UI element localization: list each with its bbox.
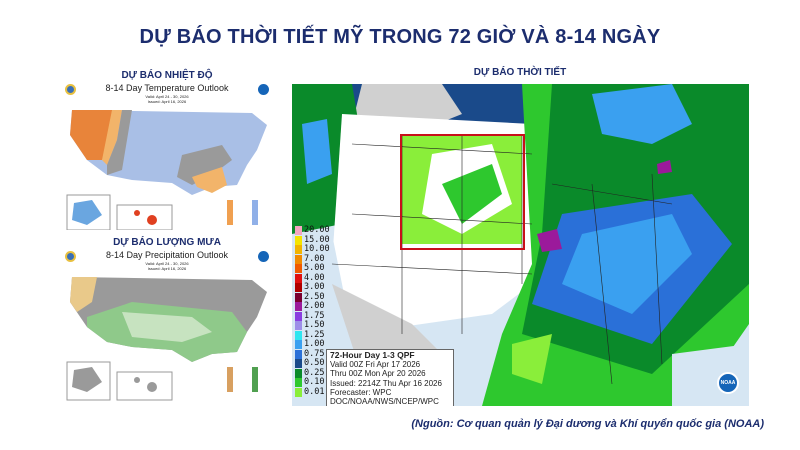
legend-item: 0.50 <box>295 358 330 369</box>
legend-label: 10.00 <box>304 244 330 254</box>
temperature-outlook-panel: DỰ BÁO NHIỆT ĐỘ 8-14 Day Temperature Out… <box>62 68 272 230</box>
info-title: 72-Hour Day 1-3 QPF <box>330 350 415 360</box>
legend-item: 3.00 <box>295 282 330 293</box>
temperature-map-title: 8-14 Day Temperature Outlook <box>105 83 229 93</box>
precipitation-map <box>66 277 270 401</box>
legend-swatch <box>295 387 302 397</box>
legend-label: 2.50 <box>304 291 325 302</box>
precipitation-map-title: 8-14 Day Precipitation Outlook <box>105 250 229 260</box>
legend-item: 2.50 <box>295 291 330 303</box>
noaa-cpc-logo-icon <box>65 84 76 95</box>
legend-swatch <box>295 302 302 312</box>
legend-item: 1.00 <box>295 339 330 350</box>
legend-label: 5.00 <box>304 263 325 273</box>
precipitation-valid: Valid: April 24 - 30, 2026 <box>145 261 189 266</box>
legend-item: 1.75 <box>295 310 330 322</box>
legend-swatch <box>295 292 302 302</box>
temperature-heading: DỰ BÁO NHIỆT ĐỘ <box>121 70 213 81</box>
legend-item: 10.00 <box>295 244 330 255</box>
legend-item: 4.00 <box>295 272 330 284</box>
info-valid: Valid 00Z Fri Apr 17 2026 <box>330 360 421 370</box>
temperature-valid: Valid: April 24 - 30, 2026 <box>145 94 189 99</box>
info-issued: Issued: 2214Z Thu Apr 16 2026 <box>330 378 442 388</box>
qpf-info-box: 72-Hour Day 1-3 QPF Valid 00Z Fri Apr 17… <box>326 349 454 406</box>
legend-item: 0.10 <box>295 377 330 388</box>
qpf-map: 20.00 15.00 10.00 7.00 5.00 4.00 3.00 2.50 2.00 1… <box>292 84 749 406</box>
legend-label: 7.00 <box>304 253 325 264</box>
precipitation-issued: Issued: April 16, 2026 <box>147 266 187 271</box>
legend-swatch <box>295 311 302 321</box>
legend-swatch <box>295 330 302 340</box>
legend-label: 0.75 <box>304 348 325 359</box>
noaa-cpc-logo-icon <box>65 251 76 262</box>
legend-label: 15.00 <box>304 234 330 245</box>
source-caption: (Nguồn: Cơ quan quản lý Đại dương và Khí… <box>411 418 764 430</box>
legend-item: 7.00 <box>295 253 330 265</box>
qpf-map-shapes <box>292 84 749 406</box>
legend-swatch <box>295 245 302 255</box>
legend-swatch <box>295 368 302 378</box>
legend-label: 20.00 <box>304 225 330 235</box>
main-map-heading: DỰ BÁO THỜI TIẾT <box>473 67 567 78</box>
legend-swatch <box>295 226 302 236</box>
legend-label: 1.00 <box>304 339 325 349</box>
legend-label: 0.10 <box>304 377 325 387</box>
temperature-map <box>66 110 270 230</box>
legend-swatch <box>295 359 302 369</box>
noaa-logo-icon: NOAA <box>717 372 739 394</box>
legend-label: 2.00 <box>304 301 325 311</box>
legend-item: 0.75 <box>295 348 330 360</box>
legend-item: 20.00 <box>295 225 330 236</box>
legend-label: 3.00 <box>304 282 325 292</box>
legend-swatch <box>295 321 302 331</box>
legend-item: 1.50 <box>295 320 330 331</box>
qpf-legend: 20.00 15.00 10.00 7.00 5.00 4.00 3.00 2.50 2.00 1… <box>295 225 330 398</box>
legend-item: 15.00 <box>295 234 330 246</box>
noaa-logo-icon <box>258 251 269 262</box>
legend-label: 0.25 <box>304 367 325 378</box>
temperature-issued: Issued: April 16, 2026 <box>147 99 187 104</box>
noaa-logo-icon <box>258 84 269 95</box>
legend-swatch <box>295 283 302 293</box>
legend-item: 5.00 <box>295 263 330 274</box>
precipitation-outlook-panel: DỰ BÁO LƯỢNG MƯA 8-14 Day Precipitation … <box>62 235 272 403</box>
info-forecaster: Forecaster: WPC <box>330 387 392 397</box>
legend-swatch <box>295 340 302 350</box>
legend-label: 0.01 <box>304 386 325 397</box>
legend-item: 2.00 <box>295 301 330 312</box>
legend-item: 0.01 <box>295 386 330 398</box>
legend-swatch <box>295 264 302 274</box>
legend-label: 4.00 <box>304 272 325 283</box>
legend-label: 0.50 <box>304 358 325 368</box>
legend-label: 1.25 <box>304 329 325 340</box>
legend-label: 1.50 <box>304 320 325 330</box>
precipitation-heading: DỰ BÁO LƯỢNG MƯA <box>113 237 221 248</box>
legend-swatch <box>295 273 302 283</box>
legend-label: 1.75 <box>304 310 325 321</box>
highlight-region-box <box>400 134 525 250</box>
legend-item: 0.25 <box>295 367 330 379</box>
page-title: DỰ BÁO THỜI TIẾT MỸ TRONG 72 GIỜ VÀ 8-14… <box>139 26 661 48</box>
legend-swatch <box>295 235 302 245</box>
legend-swatch <box>295 349 302 359</box>
legend-swatch <box>295 378 302 388</box>
info-agency: DOC/NOAA/NWS/NCEP/WPC <box>330 397 439 406</box>
legend-item: 1.25 <box>295 329 330 341</box>
legend-swatch <box>295 254 302 264</box>
info-thru: Thru 00Z Mon Apr 20 2026 <box>330 369 426 379</box>
